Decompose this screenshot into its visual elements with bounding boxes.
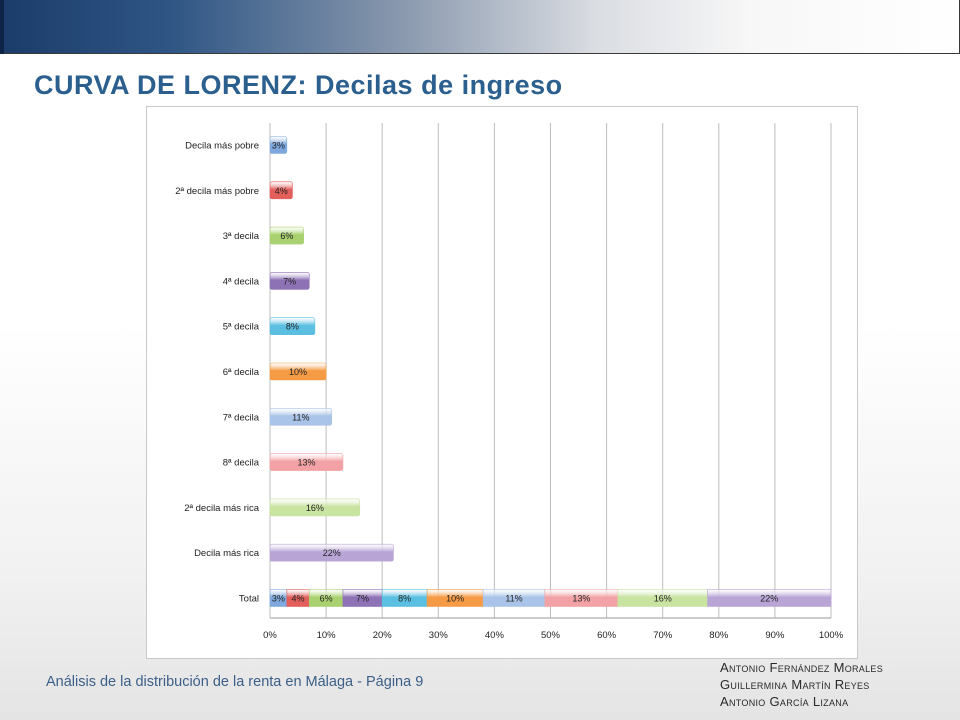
author-name: Guillermina Martín Reyes: [720, 677, 870, 692]
x-tick-label: 20%: [373, 630, 393, 641]
x-tick-label: 70%: [653, 630, 673, 641]
bar: [269, 317, 316, 335]
data-label: 13%: [572, 594, 590, 604]
data-label: 22%: [323, 548, 341, 558]
bar: [269, 181, 293, 200]
data-label: 8%: [286, 322, 299, 332]
data-label: 10%: [446, 594, 464, 604]
data-label: 16%: [306, 503, 324, 513]
x-tick-label: 0%: [263, 630, 277, 641]
chart-frame: 0% 10% 20% 30% 40% 50% 60% 70% 80% 90% 100% Decila …: [146, 106, 858, 659]
data-label: 16%: [654, 594, 672, 604]
data-label: 6%: [280, 231, 293, 241]
category-label: 5ª decila: [223, 322, 260, 333]
category-label: Decila más pobre: [185, 141, 259, 152]
x-tick-label: 50%: [541, 630, 561, 641]
author-name: Antonio Fernández Morales: [720, 660, 884, 675]
lorenz-bar-chart: 0% 10% 20% 30% 40% 50% 60% 70% 80% 90% 100% Decila …: [175, 123, 844, 641]
footer-subject: Análisis de la distribución de la renta …: [46, 674, 354, 690]
x-tick-label: 60%: [597, 630, 617, 641]
category-label: Total: [239, 594, 259, 605]
category-label: 6ª decila: [223, 367, 260, 378]
bar: [269, 498, 361, 517]
total-bar-segment: [707, 589, 832, 607]
bar: [269, 136, 288, 154]
bar: [269, 226, 304, 245]
category-label: 7ª decila: [223, 412, 260, 423]
authors-block: Antonio Fernández Morales Guillermina Ma…: [720, 659, 883, 710]
x-tick-label: 100%: [819, 630, 844, 641]
category-label: Decila más rica: [194, 548, 260, 559]
data-label: 4%: [275, 186, 288, 196]
bar: [269, 543, 394, 562]
author-name: Antonio García Lizana: [720, 694, 849, 709]
header-bar: [0, 0, 960, 54]
footer-separator: -: [357, 674, 362, 690]
x-tick-label: 40%: [485, 630, 505, 641]
x-tick-label: 30%: [429, 630, 449, 641]
data-label: 3%: [272, 141, 285, 151]
category-label: 8ª decila: [223, 458, 260, 469]
footer-page: Página 9: [366, 674, 424, 690]
data-label: 4%: [292, 594, 305, 604]
data-label: 10%: [289, 367, 307, 377]
x-tick-label: 90%: [765, 630, 785, 641]
category-label: 3ª decila: [223, 231, 260, 242]
page-title: CURVA DE LORENZ: Decilas de ingreso: [34, 70, 563, 100]
category-label: 2ª decila más pobre: [175, 186, 259, 197]
data-label: 7%: [356, 594, 369, 604]
category-label: 4ª decila: [223, 276, 260, 287]
x-tick-label: 10%: [317, 630, 337, 641]
category-label: 2ª decila más rica: [184, 503, 260, 514]
footer-caption: Análisis de la distribución de la renta …: [46, 674, 423, 690]
x-tick-label: 80%: [709, 630, 729, 641]
data-label: 3%: [272, 594, 285, 604]
data-label: 11%: [505, 594, 522, 604]
data-label: 13%: [297, 458, 315, 468]
data-label: 8%: [398, 594, 411, 604]
bar: [269, 362, 327, 381]
bar: [269, 453, 344, 471]
bar: [269, 407, 333, 426]
data-label: 6%: [320, 594, 333, 604]
data-label: 11%: [292, 412, 309, 422]
data-label: 22%: [760, 594, 778, 604]
data-label: 7%: [283, 276, 296, 286]
bar: [269, 272, 310, 290]
